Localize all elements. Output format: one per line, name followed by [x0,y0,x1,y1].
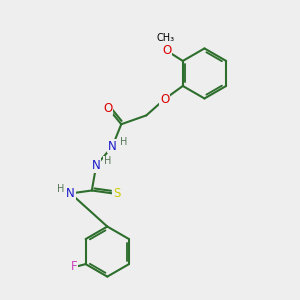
Text: N: N [108,140,117,153]
Text: F: F [71,260,78,273]
Text: H: H [120,137,127,147]
Text: O: O [162,44,171,57]
Text: H: H [57,184,64,194]
Text: H: H [104,156,111,166]
Text: CH₃: CH₃ [156,33,174,43]
Text: O: O [160,93,169,106]
Text: N: N [92,159,100,172]
Text: S: S [113,187,120,200]
Text: O: O [103,101,112,115]
Text: N: N [66,187,75,200]
